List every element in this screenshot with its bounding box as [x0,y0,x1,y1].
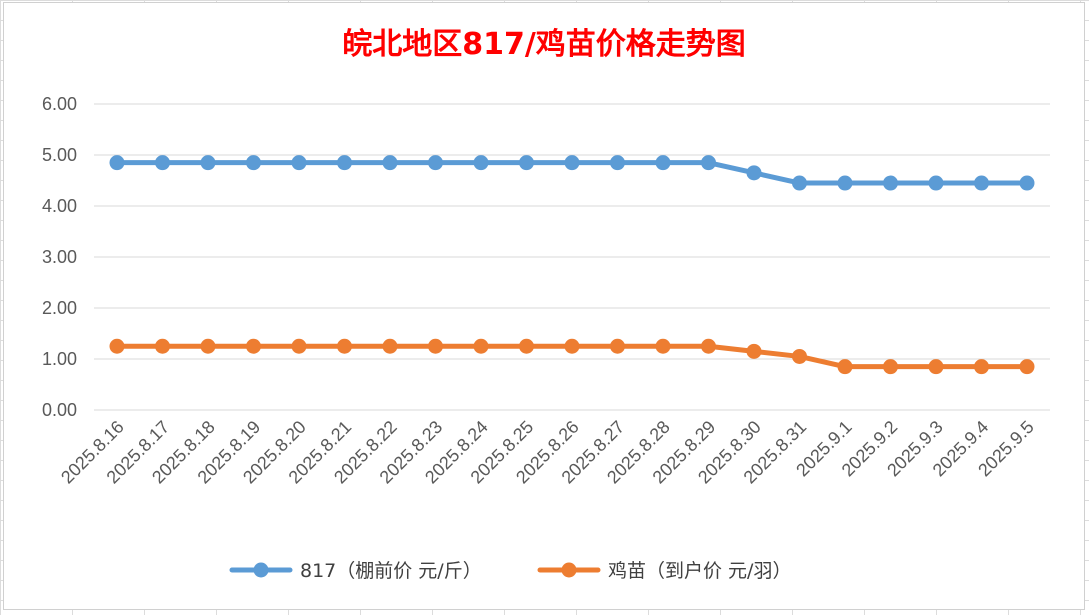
legend[interactable]: 817（棚前价 元/斤） 鸡苗（到户价 元/羽） [229,560,791,582]
y-tick-label: 0.00 [42,400,77,420]
y-axis-ticks: 0.00 1.00 2.00 3.00 4.00 5.00 6.00 [42,94,77,420]
data-point[interactable] [974,175,989,191]
legend-marker [561,562,577,578]
data-point[interactable] [519,155,534,171]
data-point[interactable] [610,338,625,354]
data-point[interactable] [610,155,625,171]
data-point[interactable] [155,338,170,354]
data-point[interactable] [382,155,398,171]
data-point[interactable] [200,155,216,171]
legend-item[interactable]: 鸡苗（到户价 元/羽） [537,560,791,582]
y-tick-label: 4.00 [42,196,77,216]
y-tick-label: 1.00 [42,349,77,369]
data-point[interactable] [701,155,716,171]
data-point[interactable] [837,359,853,375]
data-point[interactable] [792,175,807,191]
data-point[interactable] [246,338,261,354]
data-point[interactable] [428,155,443,171]
data-point[interactable] [1019,359,1035,375]
data-point[interactable] [109,338,125,354]
data-point[interactable] [382,338,398,354]
data-point[interactable] [883,359,898,375]
data-point[interactable] [883,175,898,191]
data-point[interactable] [519,338,534,354]
legend-marker [253,562,269,578]
data-point[interactable] [109,155,125,171]
data-point[interactable] [473,155,489,171]
data-point[interactable] [928,359,944,375]
series-2[interactable] [109,338,1035,375]
y-tick-label: 2.00 [42,298,77,318]
data-point[interactable] [746,343,762,359]
data-point[interactable] [564,338,580,354]
data-point[interactable] [701,338,716,354]
series-1[interactable] [109,155,1035,191]
data-point[interactable] [246,155,261,171]
legend-label: 鸡苗（到户价 元/羽） [608,560,791,582]
data-point[interactable] [337,155,352,171]
data-point[interactable] [291,338,307,354]
y-tick-label: 3.00 [42,247,77,267]
chart-area[interactable] [3,2,1085,610]
legend-item[interactable]: 817（棚前价 元/斤） [229,560,482,582]
plot-series [109,155,1035,375]
data-point[interactable] [155,155,170,171]
data-point[interactable] [337,338,352,354]
y-tick-label: 6.00 [42,94,77,114]
data-point[interactable] [655,338,671,354]
data-point[interactable] [837,175,853,191]
gridlines [94,103,1050,411]
data-point[interactable] [928,175,944,191]
data-point[interactable] [746,165,762,181]
y-tick-label: 5.00 [42,145,77,165]
data-point[interactable] [473,338,489,354]
data-point[interactable] [792,348,807,364]
chart-title: 皖北地区817/鸡苗价格走势图 [342,27,746,62]
data-point[interactable] [200,338,216,354]
data-point[interactable] [655,155,671,171]
data-point[interactable] [428,338,443,354]
data-point[interactable] [974,359,989,375]
data-point[interactable] [564,155,580,171]
data-point[interactable] [1019,175,1035,191]
legend-label: 817（棚前价 元/斤） [300,560,482,582]
data-point[interactable] [291,155,307,171]
x-axis-ticks: 2025.8.162025.8.172025.8.182025.8.192025… [57,417,1038,488]
